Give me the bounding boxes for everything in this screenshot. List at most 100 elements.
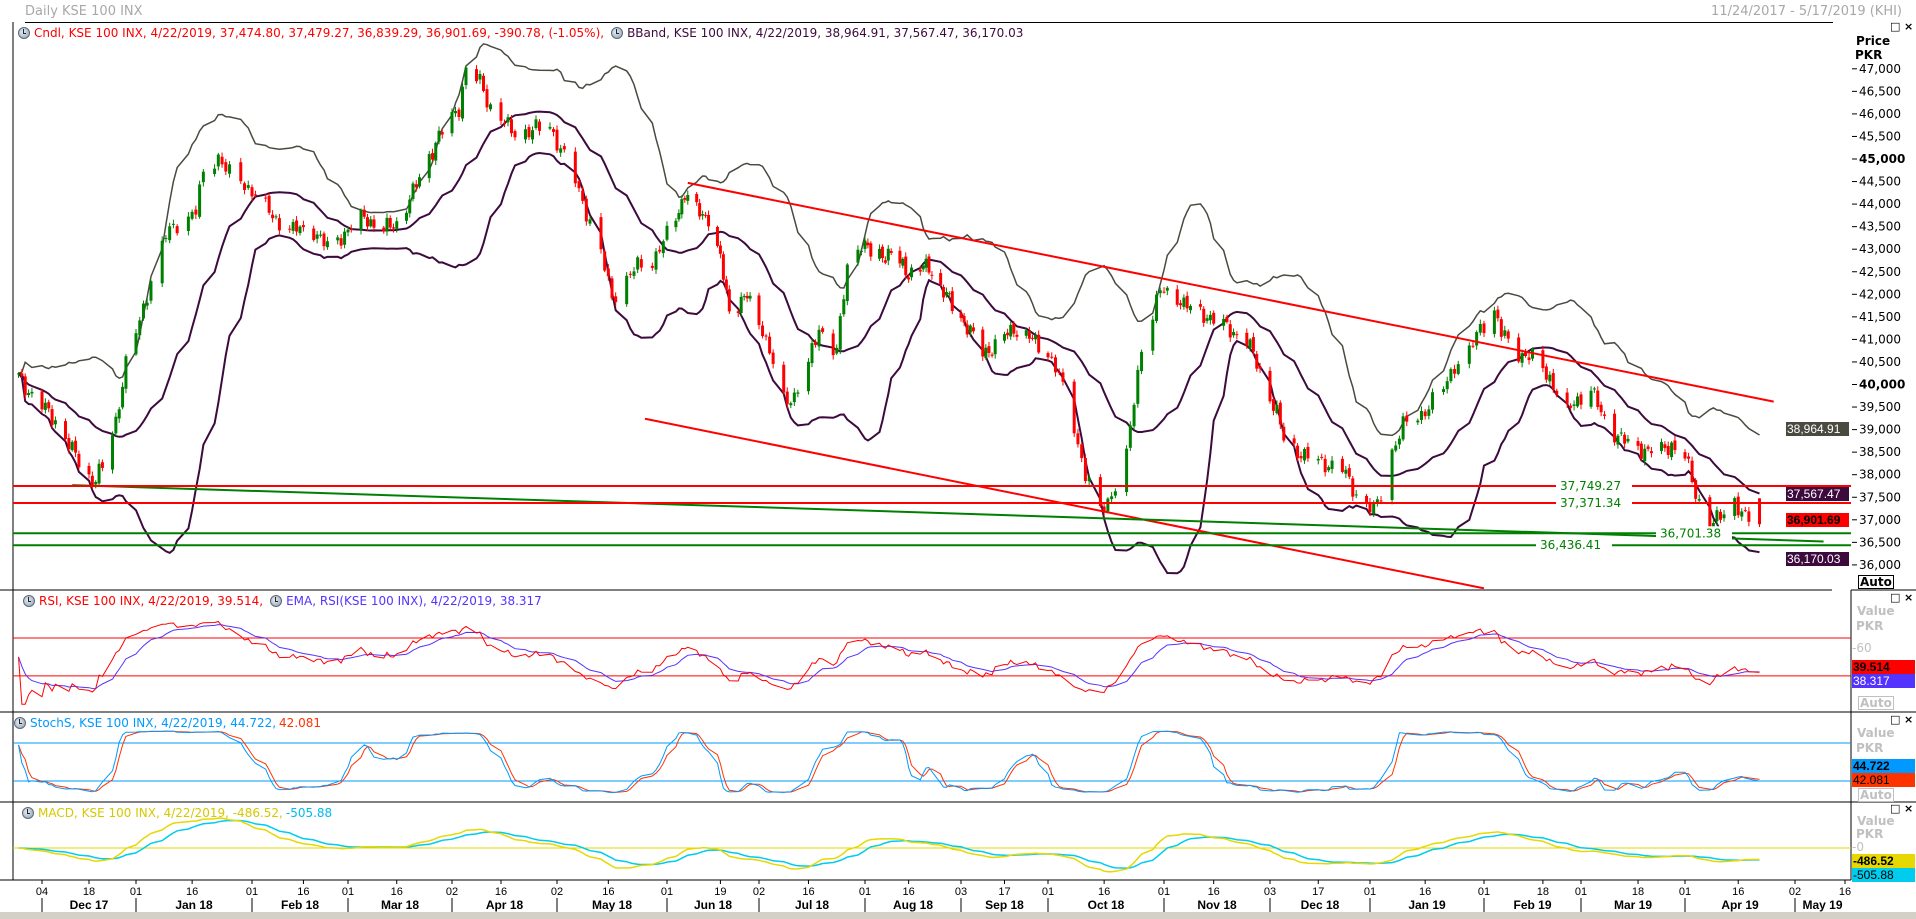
candle-up (1155, 294, 1159, 321)
horizontal-line-label: 36,436.41 (1540, 538, 1601, 552)
candle-up (450, 111, 454, 134)
month-label: Jan 18 (175, 898, 213, 912)
candle-up (171, 223, 175, 225)
price-axis-title: Price (1856, 34, 1891, 48)
candle-up (30, 391, 34, 394)
rsi-auto-scale-button[interactable]: Auto (1858, 696, 1894, 710)
candle-down (295, 220, 299, 232)
macd-legend-text[interactable]: MACD, KSE 100 INX, 4/22/2019, -486.52, (38, 806, 283, 820)
price-auto-scale-button[interactable]: Auto (1858, 575, 1894, 589)
price-tick-label: 43,500 (1859, 220, 1901, 234)
time-axis[interactable]: 04 18 01 16 01 16 01 16 02 16 02 16 01 19 02 16 01 16 03 17… (36, 880, 1851, 912)
candle-down (485, 89, 489, 108)
macd-signal-legend-text: -505.88 (285, 806, 333, 820)
candle-down (1225, 316, 1229, 323)
maximize-panel-button[interactable]: □ (1890, 713, 1901, 726)
candle-down (1255, 353, 1259, 369)
candle-down (362, 209, 366, 217)
candle-down (866, 242, 870, 246)
macd-panel[interactable] (13, 817, 1851, 873)
macd-legend: MACD, KSE 100 INX, 4/22/2019, -486.52, -… (22, 806, 332, 820)
macd-tick-label: 0 (1856, 840, 1864, 854)
candle-up (506, 117, 510, 123)
candle-up (291, 222, 295, 231)
candle-up (315, 234, 319, 239)
day-tick-label: 01 (1364, 886, 1376, 898)
candle-down (288, 228, 292, 230)
candle-up (168, 226, 172, 241)
candle-down (1296, 445, 1300, 459)
clock-icon[interactable] (23, 595, 35, 607)
candle-up (1344, 469, 1348, 474)
bband-legend-text[interactable]: BBand, KSE 100 INX, 4/22/2019, 38,964.91… (627, 26, 1024, 40)
price-panel[interactable]: 37,749.27 37,371.34 36,701.38 36,436.41 (13, 43, 1851, 589)
candle-down (1368, 502, 1372, 513)
price-axis[interactable]: 47,000 46,500 46,000 45,500 45,000 44,500 44,0… (1852, 62, 1905, 572)
candle-down (1708, 497, 1712, 531)
candle-down (918, 269, 922, 272)
close-panel-button[interactable]: × (1904, 713, 1914, 726)
rsi-ema-legend-text[interactable]: EMA, RSI(KSE 100 INX), 4/22/2019, 38.317 (286, 594, 542, 608)
candle-up (198, 184, 202, 217)
maximize-panel-button[interactable]: □ (1890, 591, 1901, 604)
day-tick-label: 16 (1208, 886, 1220, 898)
candle-up (1478, 324, 1482, 333)
candle-up (625, 275, 629, 305)
stoch-auto-scale-button[interactable]: Auto (1858, 788, 1894, 802)
close-panel-button[interactable]: × (1904, 802, 1914, 815)
candle-down (1012, 323, 1016, 334)
candle-up (385, 217, 389, 232)
stoch-legend-text[interactable]: StochS, KSE 100 INX, 4/22/2019, 44.722, (30, 716, 277, 730)
clock-icon[interactable] (14, 717, 26, 729)
candle-up (325, 241, 329, 248)
candle-down (301, 225, 305, 228)
clock-icon[interactable] (270, 595, 283, 607)
candle-down (1046, 353, 1050, 358)
rsi-panel[interactable] (13, 620, 1851, 705)
candle-down (1758, 498, 1762, 525)
candle-down (40, 391, 44, 410)
candle-down (942, 286, 946, 298)
candle-down (1499, 319, 1503, 337)
clock-icon[interactable] (18, 27, 30, 39)
candle-down (1555, 390, 1559, 395)
candle-down (271, 214, 275, 219)
day-tick-label: 16 (495, 886, 507, 898)
bottom-scrollbar-strip[interactable] (0, 912, 1916, 919)
candle-up (1449, 369, 1453, 382)
candle-down (1602, 414, 1606, 416)
candle-up (1151, 319, 1155, 351)
candle-down (47, 402, 51, 409)
close-panel-button[interactable]: × (1904, 20, 1914, 33)
close-panel-button[interactable]: × (1904, 591, 1914, 604)
candle-up (454, 111, 457, 114)
candle-down (1636, 441, 1640, 446)
candle-up (1316, 458, 1320, 461)
candle-down (250, 187, 254, 197)
candle-down (527, 127, 531, 138)
rsi-legend-text[interactable]: RSI, KSE 100 INX, 4/22/2019, 39.514, (39, 594, 264, 608)
candle-legend-text[interactable]: Cndl, KSE 100 INX, 4/22/2019, 37,474.80,… (34, 26, 605, 40)
rsi-tick-label: 60 (1856, 641, 1872, 655)
candle-down (718, 245, 722, 254)
candle-down (1320, 456, 1324, 458)
candle-down (1271, 399, 1275, 411)
day-tick-label: 16 (297, 886, 309, 898)
candle-down (538, 121, 541, 131)
candle-up (1715, 510, 1719, 522)
clock-icon[interactable] (22, 807, 34, 819)
price-tick-label: 40,500 (1859, 355, 1901, 369)
candle-down (573, 151, 577, 184)
candle-down (1061, 372, 1065, 382)
candle-down (1202, 308, 1206, 323)
candle-down (23, 376, 27, 396)
maximize-panel-button[interactable]: □ (1890, 802, 1901, 815)
clock-icon[interactable] (611, 27, 624, 39)
maximize-panel-button[interactable]: □ (1890, 20, 1901, 33)
price-tick-label: 47,000 (1859, 62, 1901, 76)
candle-down (614, 296, 618, 303)
candle-down (831, 333, 835, 356)
candle-down (814, 341, 818, 345)
stoch-panel[interactable] (13, 730, 1851, 794)
